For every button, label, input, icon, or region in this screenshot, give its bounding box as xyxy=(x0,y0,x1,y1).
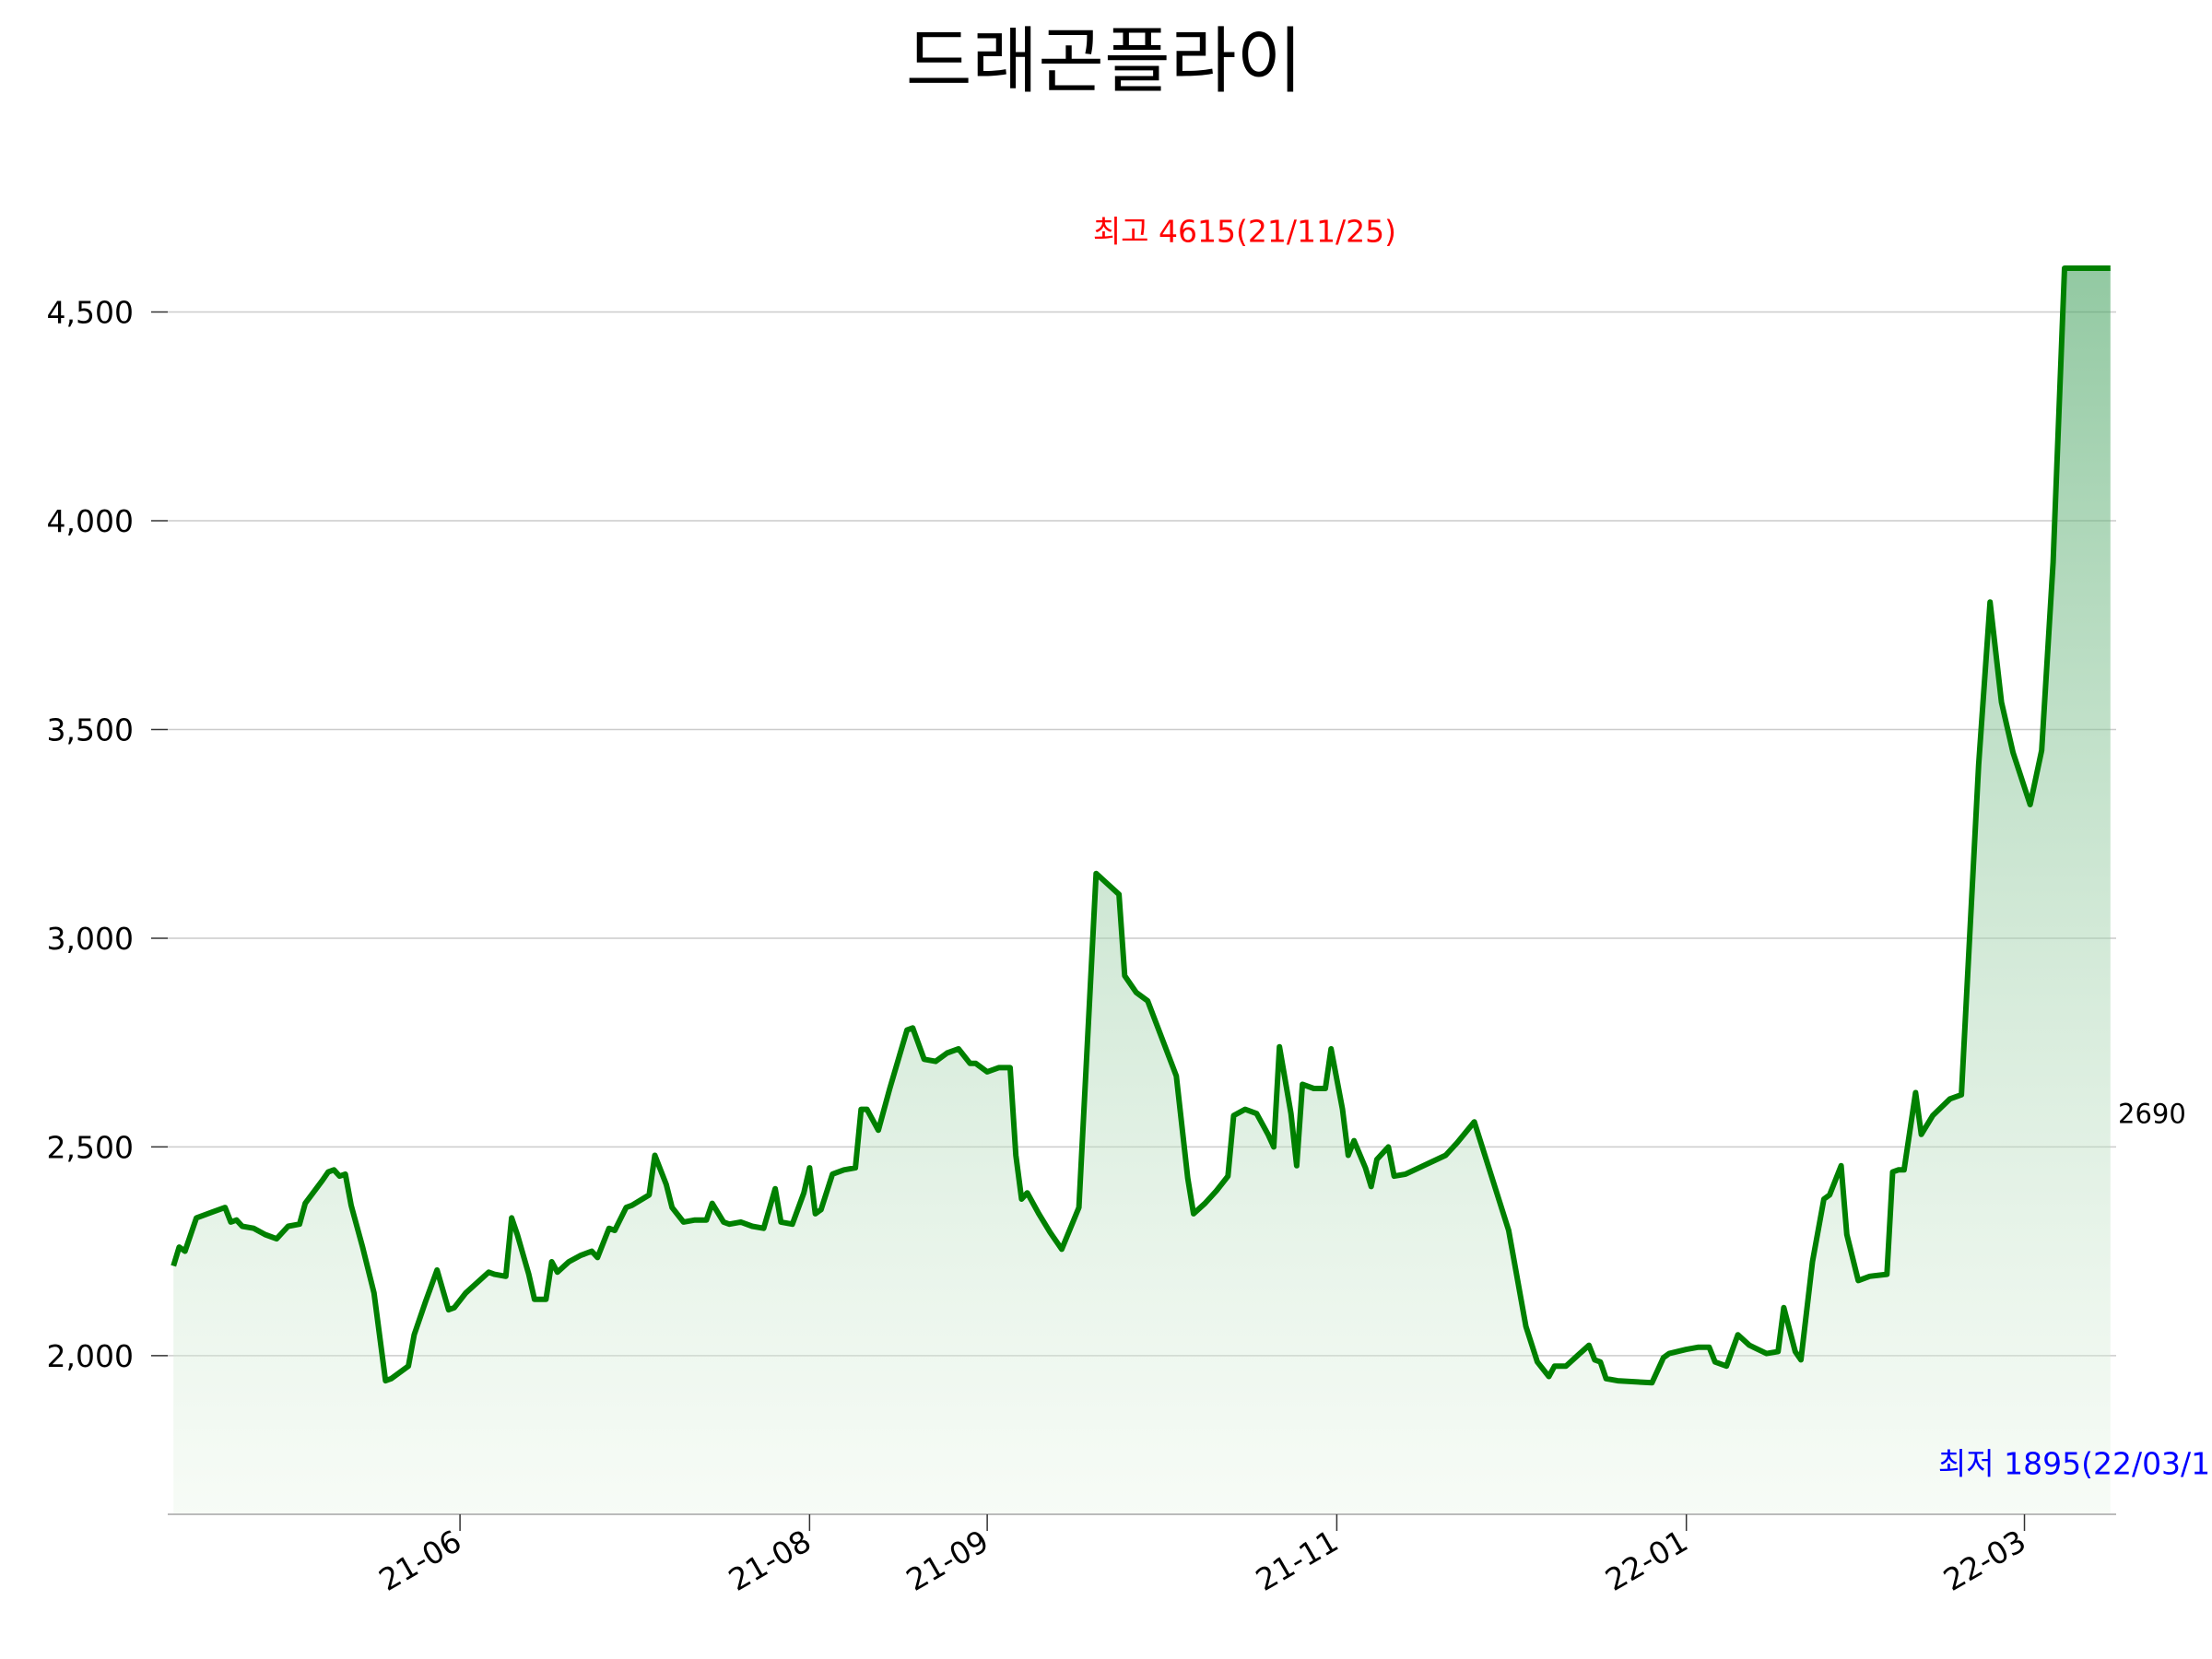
last-value-label: 2690 xyxy=(2118,1098,2186,1129)
chart-title: 드래곤플라이 xyxy=(906,20,1303,103)
x-tick-label: 21-08 xyxy=(723,1523,818,1598)
y-tick-label: 4,500 xyxy=(47,295,134,331)
y-tick-label: 3,500 xyxy=(47,712,134,747)
price-line xyxy=(171,265,2111,1386)
label-layer: 드래곤플라이 최고 4615(21/11/25) 최저 1895(22/03/1… xyxy=(906,20,2212,1481)
x-tick-label: 22-01 xyxy=(1599,1523,1694,1598)
y-tick-label: 2,500 xyxy=(47,1129,134,1165)
x-tick-label: 21-11 xyxy=(1250,1523,1345,1598)
area-layer xyxy=(173,268,2111,1514)
y-tick-label: 4,000 xyxy=(47,503,134,539)
x-tick-label: 22-03 xyxy=(1937,1523,2032,1598)
min-annotation: 최저 1895(22/03/10) xyxy=(1938,1445,2212,1481)
y-tick-label: 3,000 xyxy=(47,921,134,957)
x-tick-label: 21-09 xyxy=(900,1523,995,1598)
line-layer xyxy=(171,265,2111,1386)
x-tick-label: 21-06 xyxy=(373,1523,468,1598)
y-tick-label: 2,000 xyxy=(47,1338,134,1374)
max-annotation: 최고 4615(21/11/25) xyxy=(1093,213,1396,249)
price-area xyxy=(173,268,2111,1514)
